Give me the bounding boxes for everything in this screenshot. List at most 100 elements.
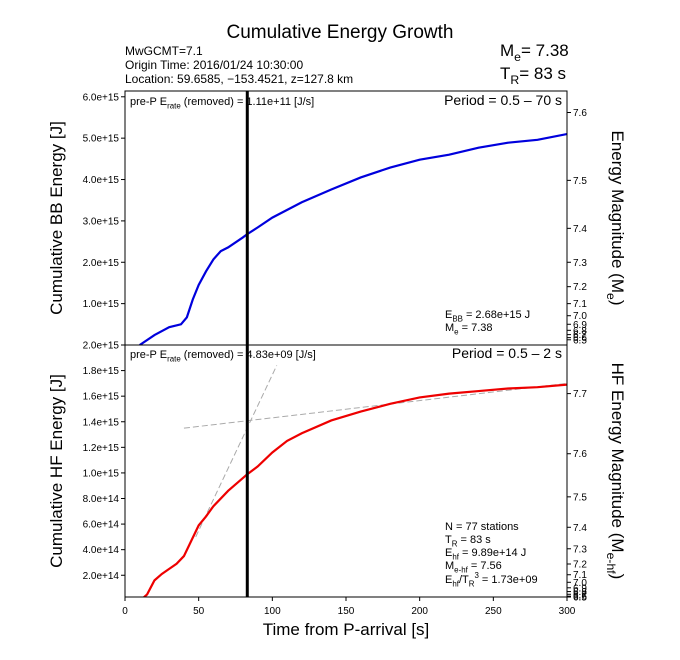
text-segment: pre-P E: [130, 349, 167, 361]
y2-tick-label: 7.4: [573, 523, 587, 534]
y2-tick-label: 6.6: [573, 333, 587, 344]
text-segment: = 7.38: [521, 41, 569, 60]
text-segment: T: [500, 64, 510, 83]
y-tick-label: 1.6e+15: [83, 392, 120, 403]
annotation: TR = 83 s: [445, 534, 491, 548]
text-segment: = 2.68e+15 J: [463, 309, 530, 321]
y-tick-label: 2.0e+15: [83, 258, 120, 269]
text-segment: = 7.38: [459, 322, 493, 334]
text-segment: Period = 0.5 – 2 s: [452, 345, 562, 361]
annotation: Ehf/TR3 = 1.73e+09: [445, 571, 538, 588]
y-tick-label: 8.0e+14: [83, 494, 120, 505]
y2-tick-label: 7.3: [573, 544, 587, 555]
y2-tick-label: 6.9: [573, 583, 587, 594]
x-tick-label: 50: [193, 606, 205, 617]
y2-tick-label: 7.6: [573, 108, 587, 119]
fit-line: [183, 382, 567, 429]
text-segment: = 7.56: [468, 560, 502, 572]
y-tick-label: 2.0e+14: [83, 571, 120, 582]
y-axis-label: Cumulative HF Energy [J]: [47, 374, 66, 568]
header-line: Origin Time: 2016/01/24 10:30:00: [125, 58, 303, 72]
text-segment: (removed) = 4.83e+09 [J/s]: [181, 349, 316, 361]
annotation: pre-P Erate (removed) = 1.11e+11 [J/s]: [130, 96, 314, 110]
text-segment: M: [445, 560, 454, 572]
annotation: pre-P Erate (removed) = 4.83e+09 [J/s]: [130, 349, 316, 363]
y2-axis-label: HF Energy Magnitude (Me-hf): [604, 363, 627, 580]
y2-tick-label: 6.5: [573, 335, 587, 346]
x-tick-label: 250: [485, 606, 502, 617]
chart-title: Cumulative Energy Growth: [226, 22, 453, 43]
y-tick-label: 6.0e+14: [83, 520, 120, 531]
y-tick-label: 3.0e+15: [83, 216, 120, 227]
text-segment: Period = 0.5 – 70 s: [444, 92, 562, 108]
y-tick-label: 5.0e+15: [83, 134, 120, 145]
annotation: Period = 0.5 – 70 s: [444, 92, 562, 108]
y-tick-label: 1.4e+15: [83, 417, 120, 428]
text-segment: e: [514, 50, 521, 64]
text-segment: e-hf: [454, 565, 468, 574]
text-segment: hf: [452, 552, 459, 561]
panel-frame: [124, 344, 568, 598]
text-segment: BB: [452, 314, 463, 323]
plot-area: [142, 365, 567, 597]
annotation: Period = 0.5 – 2 s: [452, 345, 562, 361]
text-segment: R: [510, 73, 519, 87]
y-tick-label: 4.0e+15: [83, 175, 120, 186]
y2-tick-label: 6.6: [573, 592, 587, 603]
y2-tick-label: 7.0: [573, 311, 587, 322]
text-segment: e: [604, 293, 618, 300]
y-tick-label: 1.2e+15: [83, 443, 120, 454]
text-segment: hf: [452, 579, 459, 588]
text-segment: rate: [167, 354, 181, 363]
header-duration: TR= 83 s: [500, 64, 566, 87]
text-segment: M: [500, 41, 514, 60]
header-line: MwGCMT=7.1: [125, 44, 203, 58]
text-segment: E: [445, 574, 452, 586]
annotation: Ehf = 9.89e+14 J: [445, 547, 526, 561]
y2-tick-label: 7.5: [573, 176, 587, 187]
annotation: EBB = 2.68e+15 J: [445, 309, 530, 323]
header-line: Location: 59.6585, −153.4521, z=127.8 km: [125, 72, 353, 86]
text-segment: = 83 s: [519, 64, 566, 83]
header-magnitude: Me= 7.38: [500, 41, 569, 64]
y2-tick-label: 7.6: [573, 449, 587, 460]
text-segment: Energy Magnitude (M: [608, 130, 627, 293]
text-segment: R: [469, 579, 475, 588]
y-tick-label: 1.0e+15: [83, 468, 120, 479]
y2-tick-label: 7.2: [573, 559, 587, 570]
text-segment: HF Energy Magnitude (M: [608, 363, 627, 553]
x-tick-label: 0: [122, 606, 128, 617]
text-segment: R: [452, 539, 458, 548]
y2-tick-label: 6.9: [573, 320, 587, 331]
text-segment: e-hf: [604, 553, 618, 575]
y2-tick-label: 7.1: [573, 299, 587, 310]
text-segment: E: [445, 309, 452, 321]
y2-axis-label: Energy Magnitude (Me): [604, 130, 627, 305]
y2-tick-label: 7.5: [573, 492, 587, 503]
text-segment: /T: [459, 574, 469, 586]
y2-tick-label: 7.0: [573, 578, 587, 589]
text-segment: (removed) = 1.11e+11 [J/s]: [181, 96, 315, 108]
y2-tick-label: 6.7: [573, 330, 587, 341]
text-segment: M: [445, 322, 454, 334]
y2-tick-label: 7.3: [573, 258, 587, 269]
text-segment: E: [445, 547, 452, 559]
y2-tick-label: 6.8: [573, 326, 587, 337]
x-axis-label: Time from P-arrival [s]: [263, 620, 430, 639]
y-tick-label: 4.0e+14: [83, 545, 120, 556]
y-tick-label: 1.0e+15: [83, 299, 120, 310]
text-segment: ): [608, 300, 627, 306]
text-segment: = 83 s: [457, 534, 491, 546]
y-tick-label: 1.8e+15: [83, 366, 120, 377]
text-segment: rate: [167, 101, 181, 110]
y2-tick-label: 7.4: [573, 224, 587, 235]
x-tick-label: 100: [264, 606, 281, 617]
y-tick-label: 6.0e+15: [83, 92, 120, 103]
y2-tick-label: 6.5: [573, 593, 587, 604]
text-segment: = 1.73e+09: [479, 574, 538, 586]
x-tick-label: 150: [338, 606, 355, 617]
y2-tick-label: 6.8: [573, 587, 587, 598]
y-axis-label: Cumulative BB Energy [J]: [47, 121, 66, 315]
y2-tick-label: 7.1: [573, 570, 587, 581]
